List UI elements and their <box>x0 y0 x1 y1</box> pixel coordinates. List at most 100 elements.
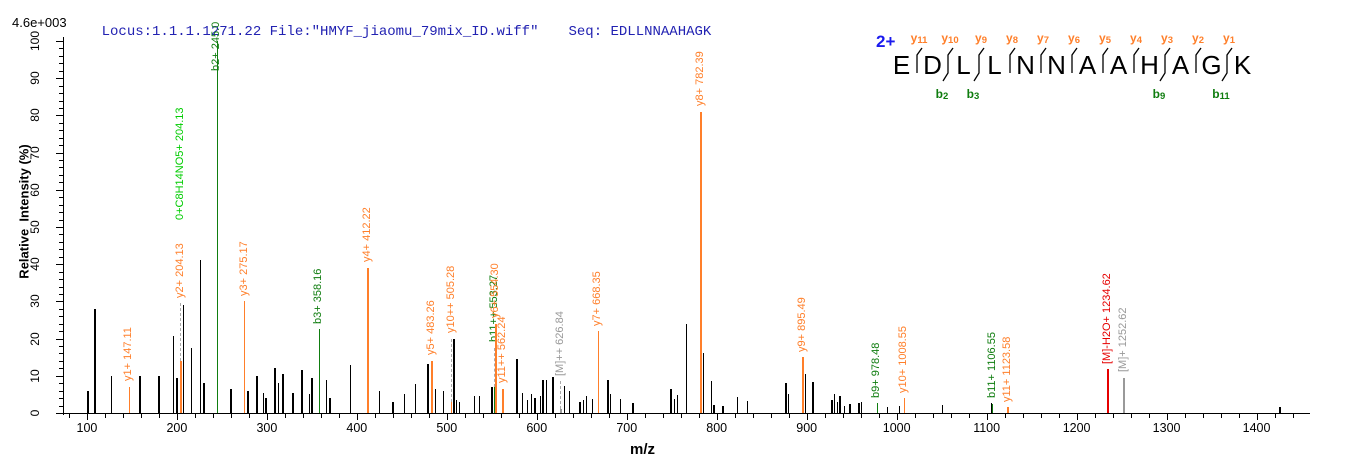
x-axis-title: m/z <box>630 441 656 458</box>
residue-letter: E <box>892 50 911 80</box>
y-ion-tag: y10 <box>941 31 959 46</box>
y-tick-label: 70 <box>28 145 42 160</box>
x-minor-tick <box>1238 414 1240 418</box>
y-minor-tick <box>59 182 63 184</box>
annotated-peak <box>494 386 496 413</box>
x-minor-tick <box>392 414 394 418</box>
x-tick-label: 500 <box>436 421 458 435</box>
x-minor-tick <box>1274 414 1276 418</box>
peak <box>746 400 749 413</box>
ion-label: [M]-H2O+ 1234.62 <box>1100 273 1113 364</box>
x-minor-tick <box>608 414 610 418</box>
y-minor-tick <box>59 293 63 295</box>
y-ion-tag: y11 <box>910 31 928 46</box>
peak <box>568 390 570 413</box>
x-minor-tick <box>410 414 412 418</box>
peak <box>858 403 860 413</box>
x-minor-tick <box>1292 414 1294 418</box>
ion-label: b11+ 1106.55 <box>985 332 998 399</box>
residue-letter: K <box>1233 50 1252 80</box>
y-minor-tick <box>59 279 63 281</box>
y-major-tick <box>56 115 63 117</box>
x-major-tick <box>1256 414 1258 420</box>
y-minor-tick <box>59 346 63 348</box>
x-minor-tick <box>932 414 934 418</box>
x-minor-tick <box>842 414 844 418</box>
y-ion-tag: y3 <box>1161 31 1173 46</box>
y-minor-tick <box>59 249 63 251</box>
peak <box>941 404 944 413</box>
peak <box>805 373 807 413</box>
annotated-peak <box>431 360 433 413</box>
y-major-tick <box>56 413 63 414</box>
y-tick-label: 30 <box>28 294 42 309</box>
annotation-dash-line <box>180 303 182 361</box>
x-minor-tick <box>248 414 250 418</box>
peak <box>585 395 587 413</box>
peak <box>230 388 232 413</box>
peak <box>839 396 841 413</box>
x-tick-label: 1300 <box>1152 421 1181 435</box>
x-minor-tick <box>950 414 952 418</box>
residue-letter: D <box>923 50 942 80</box>
ion-label: y6+ 554.30 <box>488 263 501 319</box>
peak <box>546 379 548 413</box>
x-minor-tick <box>230 414 232 418</box>
x-minor-tick <box>752 414 754 418</box>
x-tick-label: 1400 <box>1242 421 1271 435</box>
y-minor-tick <box>59 368 63 370</box>
x-minor-tick <box>194 414 196 418</box>
annotated-peak <box>128 386 131 413</box>
y-tick-label: 20 <box>28 331 42 346</box>
ion-label: y8+ 782.39 <box>693 51 706 107</box>
annotated-peak <box>903 398 906 413</box>
x-major-tick <box>716 414 718 420</box>
x-minor-tick <box>662 414 664 418</box>
annotated-peak <box>318 329 321 413</box>
x-tick-label: 400 <box>346 421 368 435</box>
annotated-peak <box>991 403 994 413</box>
x-minor-tick <box>1004 414 1006 418</box>
x-major-tick <box>446 414 448 420</box>
peak <box>110 375 112 413</box>
peak <box>685 323 687 413</box>
peak <box>203 383 205 413</box>
y-minor-tick <box>59 145 63 147</box>
ion-label: b3+ 358.16 <box>312 268 325 324</box>
x-major-tick <box>896 414 898 420</box>
peak <box>849 404 851 413</box>
annotated-peak <box>1107 369 1109 413</box>
peak <box>458 401 461 413</box>
peak <box>564 386 566 413</box>
y-minor-tick <box>59 167 63 169</box>
y-major-tick <box>56 189 63 191</box>
peak <box>591 398 594 413</box>
y-tick-label: 10 <box>28 369 42 383</box>
x-minor-tick <box>914 414 916 418</box>
y-minor-tick <box>59 323 63 325</box>
x-tick-label: 1100 <box>973 421 1001 435</box>
y-minor-tick <box>59 331 63 333</box>
peak <box>491 386 493 413</box>
x-major-tick <box>266 414 268 420</box>
peak <box>172 335 174 413</box>
x-minor-tick <box>122 414 124 418</box>
y-tick-label: 0 <box>28 409 42 417</box>
peak <box>403 393 406 413</box>
ion-label: y9+ 895.49 <box>795 296 808 352</box>
x-minor-tick <box>788 414 790 418</box>
x-minor-tick <box>644 414 646 418</box>
y-minor-tick <box>59 316 63 318</box>
x-minor-tick <box>518 414 520 418</box>
peak <box>478 396 480 413</box>
ion-label: y7+ 668.35 <box>591 270 604 326</box>
peak <box>427 363 429 413</box>
peak <box>256 375 258 413</box>
x-minor-tick <box>500 414 502 418</box>
x-minor-tick <box>428 414 430 418</box>
peak <box>534 398 536 413</box>
annotated-peak <box>243 301 246 413</box>
b-ion-tag: b2 <box>935 87 949 102</box>
ion-label: y11+ 1123.58 <box>1000 336 1013 402</box>
